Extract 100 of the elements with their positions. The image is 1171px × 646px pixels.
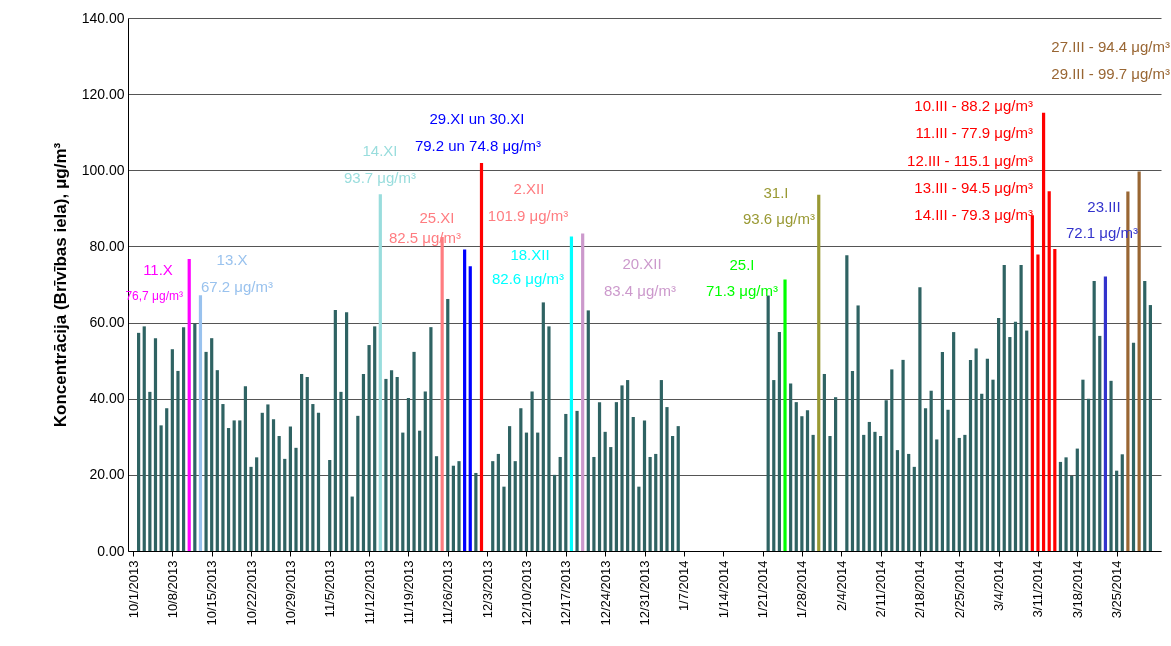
bar — [873, 431, 877, 551]
y-tick-label: 140.00 — [81, 9, 125, 26]
annotation: 82.6 μg/m³ — [491, 270, 565, 287]
bar — [243, 386, 248, 551]
annotation: 13.III - 94.5 μg/m³ — [914, 179, 1033, 196]
x-tick-label: 12/3/2013 — [479, 560, 495, 619]
bar — [777, 332, 781, 551]
bar — [558, 456, 562, 551]
bar — [373, 326, 377, 551]
y-axis-title: Koncentrācija (Brīvības iela), μg/m³ — [50, 142, 70, 428]
bar — [659, 380, 663, 551]
bar — [300, 373, 304, 551]
x-tick-label: 11/5/2013 — [322, 560, 338, 618]
bar — [288, 426, 292, 551]
bar — [271, 419, 276, 551]
bar — [474, 472, 478, 551]
x-tick-label: 1/28/2014 — [794, 560, 810, 619]
bar — [614, 402, 618, 551]
bar — [850, 370, 855, 551]
annotation: 2.XII — [513, 180, 545, 197]
bar — [423, 391, 427, 551]
x-tick-label: 1/7/2014 — [676, 560, 692, 612]
bar — [181, 327, 186, 551]
bar — [822, 373, 826, 551]
bar — [1025, 330, 1029, 551]
annotation: 83.4 μg/m³ — [603, 282, 677, 299]
bar — [1036, 254, 1040, 551]
bar — [193, 323, 197, 551]
bar — [406, 397, 411, 551]
y-tick-label: 0.00 — [97, 542, 125, 559]
bar — [991, 379, 995, 551]
bar — [1070, 476, 1074, 551]
bar — [1013, 321, 1018, 551]
bar — [1053, 249, 1057, 551]
annotation: 31.I — [763, 184, 789, 201]
y-tick-label: 40.00 — [89, 390, 125, 407]
bar — [384, 378, 388, 551]
x-tick-label: 2/25/2014 — [951, 560, 967, 619]
bar — [912, 466, 916, 551]
x-tick-label: 2/11/2014 — [873, 560, 889, 618]
bar — [620, 385, 624, 551]
bar — [1075, 448, 1079, 551]
bar — [884, 400, 888, 551]
annotation: 11.III - 77.9 μg/m³ — [915, 124, 1033, 141]
bar — [1086, 398, 1091, 551]
annotation: 12.III - 115.1 μg/m³ — [907, 152, 1033, 169]
x-tick-label: 12/31/2013 — [637, 560, 652, 626]
annotation: 11.X — [143, 261, 173, 278]
annotation: 25.I — [729, 256, 755, 273]
bar — [980, 393, 984, 551]
y-tick-label: 120.00 — [81, 85, 125, 102]
bar — [367, 345, 371, 551]
bar — [834, 397, 838, 551]
bar — [631, 416, 635, 551]
bar — [895, 450, 900, 551]
bar — [519, 408, 523, 551]
annotation: 20.XII — [622, 255, 662, 272]
bar — [1041, 112, 1046, 551]
y-tick-label: 100.00 — [81, 161, 125, 178]
bar — [586, 310, 590, 551]
bar — [963, 434, 967, 551]
bar — [997, 318, 1001, 551]
x-tick-label: 1/14/2014 — [715, 560, 731, 619]
bar — [907, 453, 911, 551]
bar — [266, 404, 270, 551]
bar — [676, 426, 680, 551]
bar — [491, 461, 495, 551]
bar — [524, 432, 529, 551]
bar — [170, 349, 174, 551]
bar — [446, 298, 450, 551]
bar — [316, 412, 321, 551]
bar — [648, 456, 652, 551]
bar — [255, 457, 259, 551]
bar — [418, 430, 422, 551]
bar — [878, 436, 883, 551]
bar — [862, 434, 866, 551]
bar — [148, 391, 152, 551]
bar — [940, 351, 945, 551]
bar — [929, 390, 933, 551]
bar — [283, 458, 287, 551]
annotation: 67.2 μg/m³ — [201, 278, 274, 295]
bar — [901, 359, 905, 551]
bar — [968, 359, 973, 551]
bar — [581, 233, 585, 551]
x-tick-label: 2/18/2014 — [912, 560, 928, 619]
bar — [974, 348, 978, 551]
annotation: 23.III — [1087, 198, 1121, 215]
x-tick-label: 10/8/2013 — [164, 560, 180, 619]
bar — [198, 295, 203, 551]
y-tick-label: 20.00 — [89, 466, 125, 483]
annotation: 79.2 un 74.8 μg/m³ — [414, 137, 542, 154]
bar — [176, 370, 180, 551]
annotation: 18.XII — [510, 246, 550, 263]
annotation: 82.5 μg/m³ — [388, 229, 461, 246]
annotation: 27.III - 94.4 μg/m³ — [1051, 38, 1170, 55]
bar — [238, 420, 242, 551]
bar — [457, 461, 461, 551]
bar — [536, 432, 540, 551]
bar — [204, 351, 208, 551]
bar — [1131, 342, 1136, 551]
